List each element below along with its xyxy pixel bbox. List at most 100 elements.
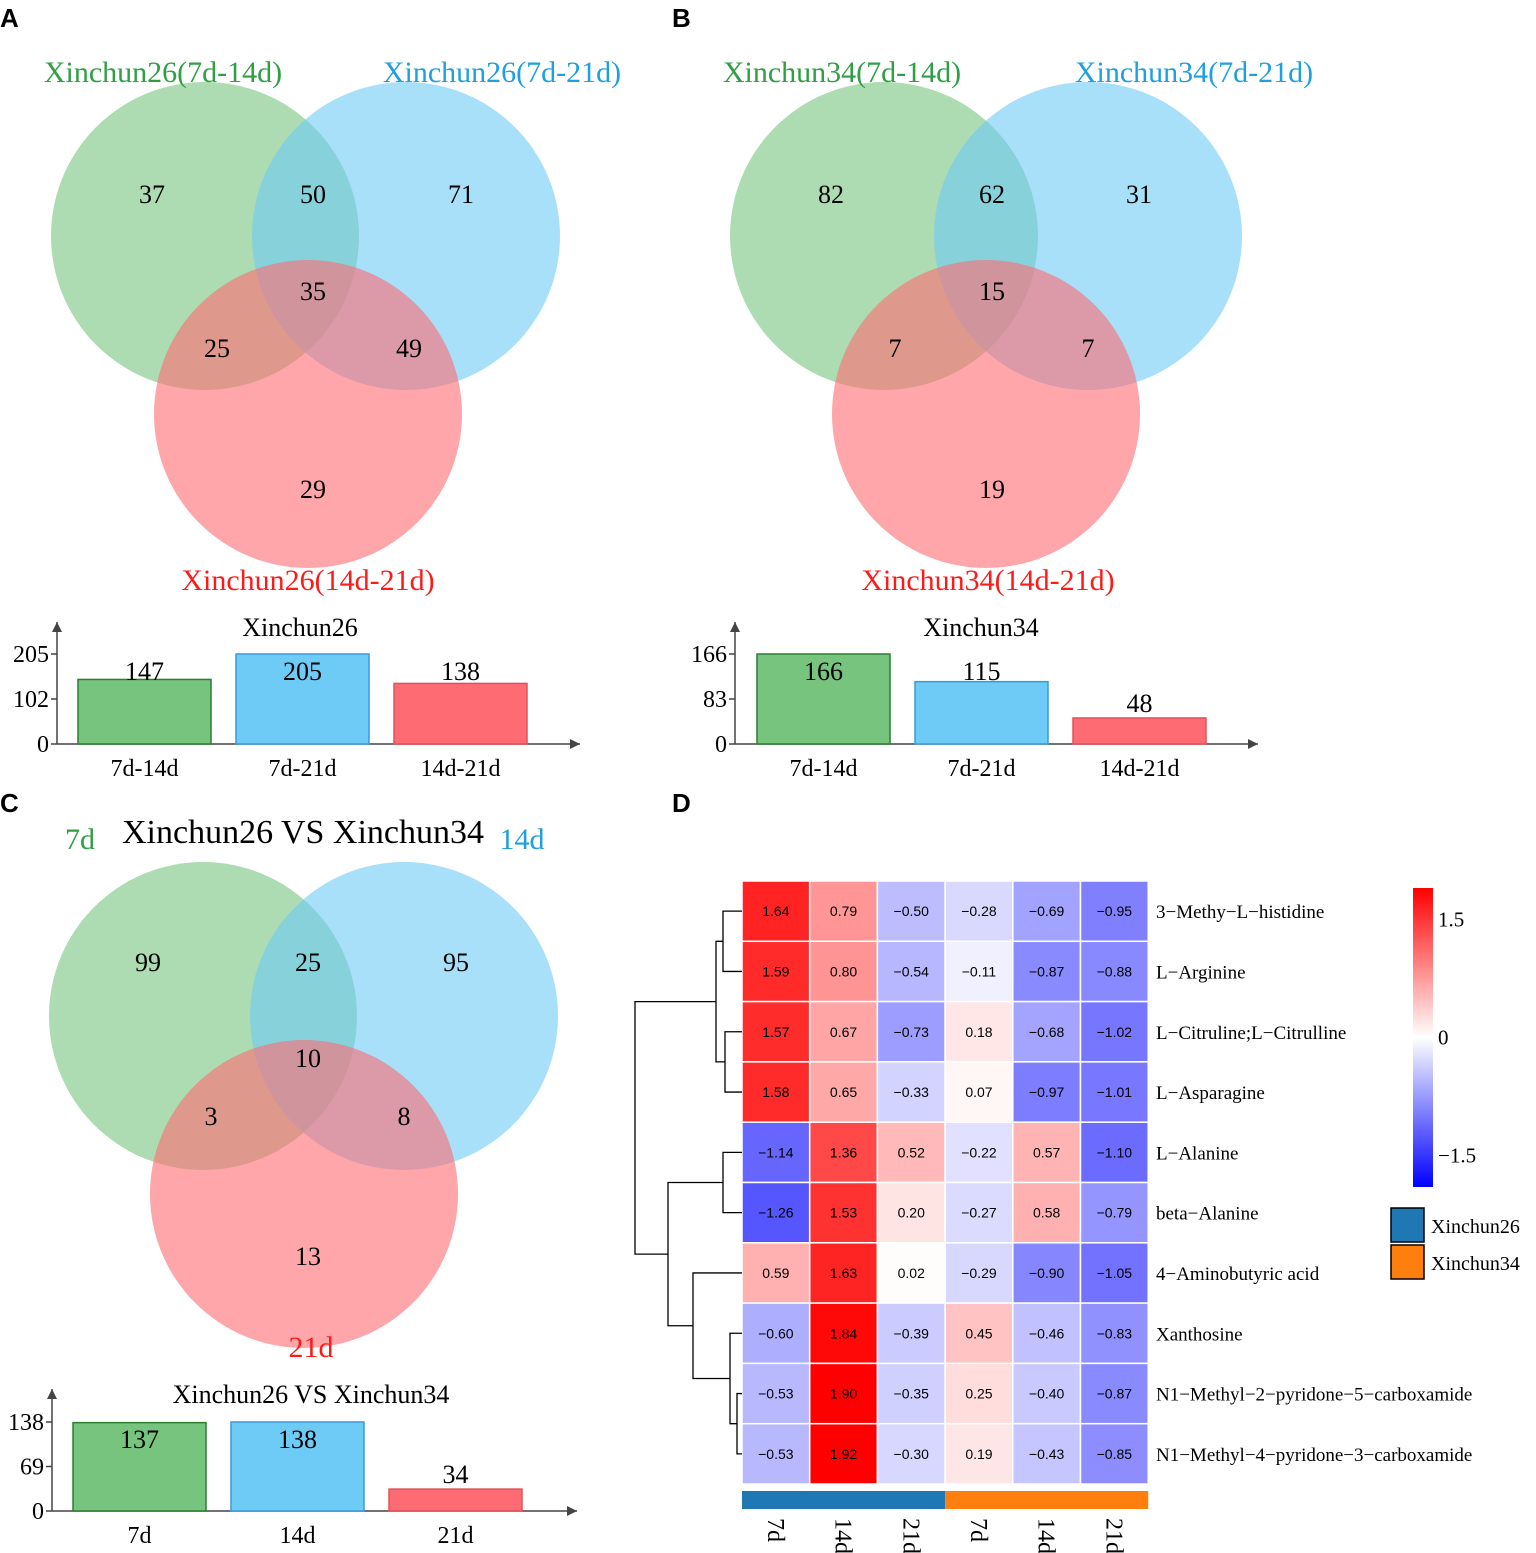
region-count-r23: 49 [396,334,422,363]
heatmap-cell-value: 0.52 [898,1144,925,1160]
heatmap-cell-value: 1.84 [830,1325,857,1341]
set-label-2: Xinchun34(7d-21d) [1075,56,1313,89]
heatmap-cell [808,880,879,943]
heatmap-cell-value: −0.11 [962,963,997,979]
heatmap-cell-value: 1.63 [830,1265,857,1281]
heatmap-cell [876,1242,946,1304]
heatmap-cell-value: 1.36 [830,1144,857,1160]
bar-value-label: 48 [1127,689,1153,718]
dendrogram-branch [667,1181,723,1327]
heatmap-cell [1079,1242,1149,1304]
heatmap-cell-value: −0.43 [1029,1446,1065,1462]
group-bar-xinchun26 [742,1491,946,1509]
dendrogram-branch [634,1000,716,1255]
heatmap-cell-value: −0.39 [894,1325,930,1341]
heatmap-cell-value: −1.14 [758,1144,794,1160]
y-tick-label: 83 [703,687,727,713]
heatmap-cell [876,880,946,943]
venn-b: Xinchun34(7d-14d) Xinchun34(7d-21d) Xinchu… [723,56,1313,597]
heatmap-cell-value: −1.26 [758,1205,794,1221]
heatmap-cell [1012,1422,1082,1485]
heatmap-cell-value: −0.53 [758,1386,794,1402]
heatmap-cell [876,940,946,1003]
set-label-1: Xinchun26(7d-14d) [44,56,282,89]
y-tick-label: 0 [37,732,49,758]
dendrogram-branch [729,1332,742,1425]
bar-chart-title: Xinchun26 [242,613,358,642]
heatmap-cell [808,1242,879,1304]
heatmap-cell-value: −0.35 [894,1386,930,1402]
heatmap-row-label: L−Asparagine [1156,1083,1265,1104]
venn-title: Xinchun26 VS Xinchun34 [122,814,484,851]
y-tick-label: 69 [20,1455,44,1481]
heatmap-cell-value: −0.69 [1029,903,1065,919]
heatmap-cell [944,1121,1014,1184]
heatmap-cell-value: 0.65 [830,1084,857,1100]
x-tick-label: 14d [280,1523,316,1549]
heatmap-cell-value: −0.40 [1029,1386,1065,1402]
heatmap-row-label: beta−Alanine [1156,1204,1259,1225]
region-count-r23: 7 [1082,334,1095,363]
region-count-r123: 10 [295,1044,321,1073]
bar-value-label: 166 [804,657,843,686]
heatmap-row-label: Xanthosine [1156,1324,1243,1345]
color-scale-bar [1413,888,1433,1187]
heatmap-cell-value: 1.58 [762,1084,789,1100]
region-count-only2: 31 [1126,180,1152,209]
bar-1 [72,1421,207,1512]
heatmap-cell-value: 0.02 [898,1265,925,1281]
bar-value-label: 115 [962,657,1000,686]
heatmap-cell-value: 0.57 [1033,1144,1060,1160]
heatmap-column-label: 14d [830,1518,856,1553]
region-count-r123: 35 [300,277,326,306]
legend-label-xinchun26: Xinchun26 [1431,1216,1520,1238]
x-tick-label: 21d [438,1523,474,1549]
bar-value-label: 147 [125,657,164,686]
heatmap-cell-value: 1.59 [762,963,789,979]
bar-2 [914,680,1049,745]
x-tick-label: 7d-21d [269,756,337,782]
heatmap-cell-value: −1.01 [1097,1084,1133,1100]
y-axis-arrow [730,622,740,632]
set-label-1: Xinchun34(7d-14d) [723,56,961,89]
heatmap-cell [944,1362,1014,1425]
x-tick-label: 7d-14d [111,756,179,782]
heatmap-cell [1012,1362,1082,1425]
legend-swatch-xinchun26 [1390,1207,1425,1243]
heatmap-cell [1012,1000,1082,1063]
heatmap-cell-value: 0.25 [965,1386,992,1402]
bar-value-label: 138 [278,1425,317,1454]
heatmap-cell-value: −0.87 [1097,1386,1133,1402]
color-scale-tick: −1.5 [1438,1144,1476,1168]
bar-chart-c: 0 69 138 Xinchun26 VS Xinchun34 137 7d 138 14d 3… [8,1380,577,1549]
bar-3 [388,1488,523,1512]
bar-2 [235,653,370,745]
heatmap-cell [1079,1362,1149,1425]
region-count-r13: 7 [889,334,902,363]
heatmap-cell-value: −0.33 [894,1084,930,1100]
heatmap-cell [876,1181,946,1244]
circle-set-3 [150,1040,458,1348]
region-count-only3: 29 [300,475,326,504]
x-tick-label: 7d-21d [948,756,1016,782]
x-tick-label: 14d-21d [1100,756,1180,782]
heatmap-cell [808,1061,879,1123]
bar-value-label: 205 [283,657,322,686]
heatmap-cell [808,1302,879,1365]
region-count-only1: 37 [139,180,165,209]
region-count-only3: 13 [295,1242,321,1271]
heatmap-cell-value: −1.10 [1097,1144,1133,1160]
dendrogram-branch [724,1031,742,1093]
heatmap-cell-value: −0.29 [961,1265,997,1281]
heatmap-row-label: N1−Methyl−2−pyridone−5−carboxamide [1156,1385,1472,1406]
bar-3 [393,682,528,745]
color-scale-tick: 0 [1438,1026,1449,1050]
bar-value-label: 137 [120,1425,159,1454]
heatmap-cell [944,1422,1014,1485]
heatmap-cell-value: 0.67 [830,1024,857,1040]
heatmap-cell-value: 0.19 [965,1446,992,1462]
heatmap-cell [1012,1242,1082,1304]
set-label-1: 7d [65,823,95,856]
x-tick-label: 7d [128,1523,152,1549]
